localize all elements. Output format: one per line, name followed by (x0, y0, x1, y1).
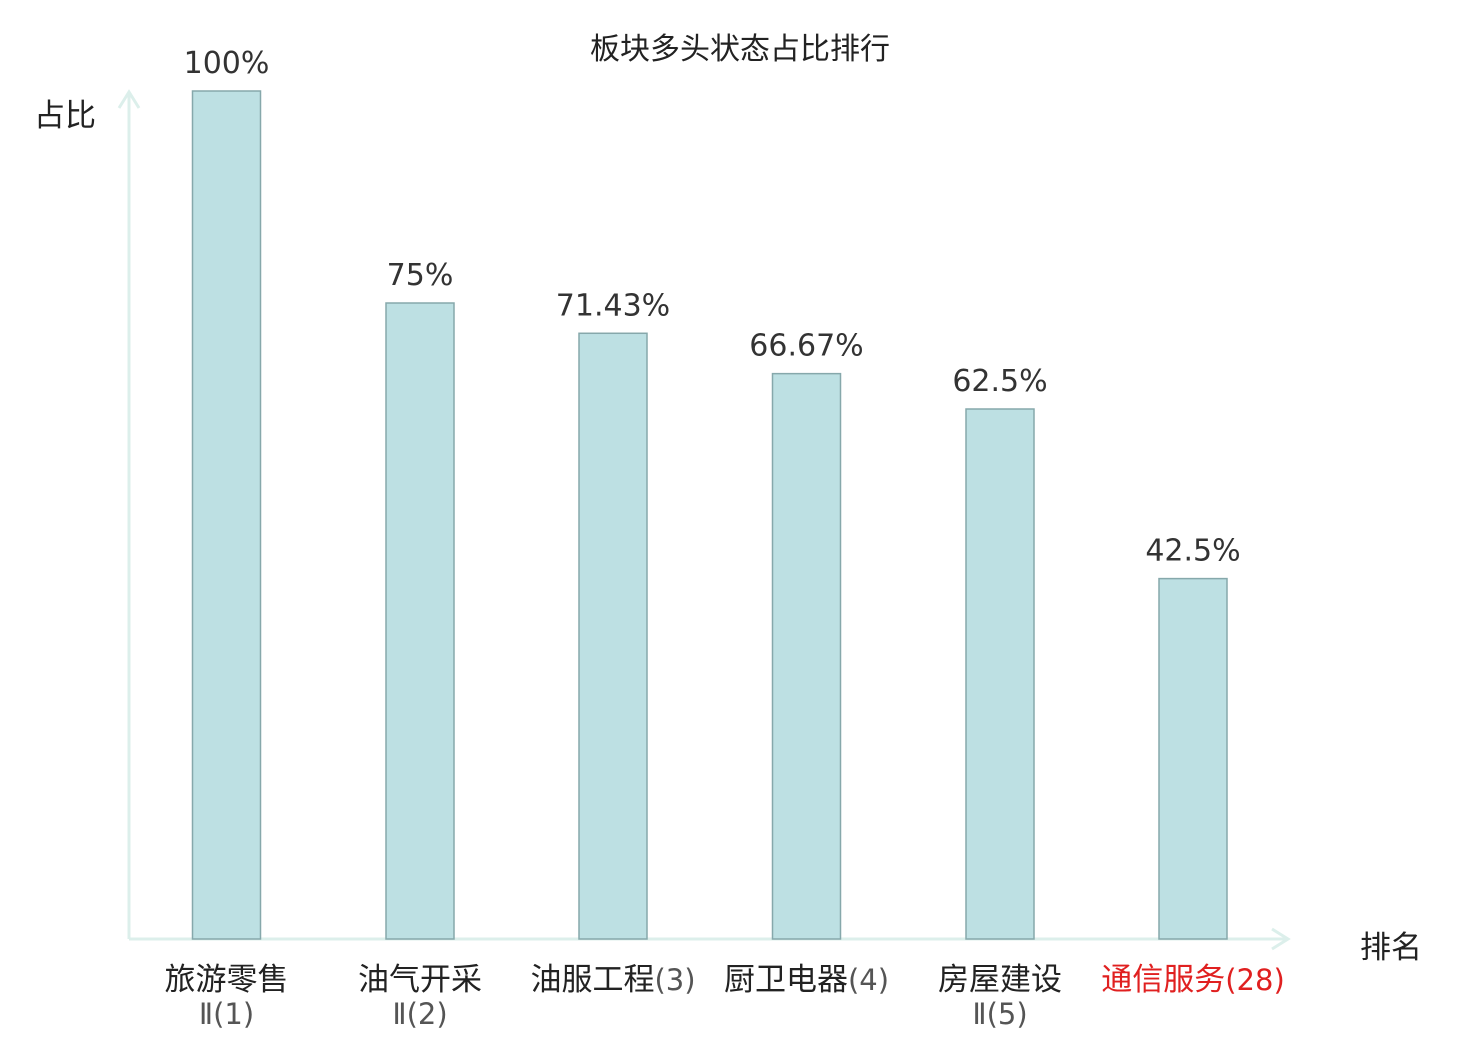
category-suffix: (3) (654, 963, 696, 997)
bar (965, 408, 1035, 940)
category-name: 厨卫电器 (723, 962, 848, 998)
category-suffix: (28) (1225, 963, 1285, 997)
x-tick-label: 房屋建设 Ⅱ(5) (900, 963, 1100, 1031)
data-label: 75% (387, 258, 454, 293)
y-axis-arrow (117, 89, 141, 109)
bar (191, 90, 262, 940)
category-name: 房屋建设 (938, 962, 1062, 998)
category-name: 油服工程 (530, 962, 655, 998)
x-tick-label: 旅游零售 Ⅱ(1) (127, 963, 327, 1031)
category-suffix: Ⅱ(2) (392, 997, 448, 1031)
x-tick-label: 通信服务(28) (1093, 963, 1293, 997)
x-tick-label: 油气开采 Ⅱ(2) (320, 963, 520, 1031)
category-name: 通信服务 (1101, 962, 1226, 998)
bar (385, 302, 455, 940)
data-label: 66.67% (749, 329, 863, 364)
bar (771, 372, 842, 940)
category-suffix: Ⅱ(1) (198, 997, 255, 1031)
x-tick-label: 油服工程(3) (513, 963, 713, 997)
x-axis-label: 排名 (1360, 930, 1422, 966)
x-tick-label: 厨卫电器(4) (707, 963, 907, 997)
data-label: 71.43% (556, 288, 670, 323)
y-axis-label: 占比 (34, 98, 96, 134)
data-label: 62.5% (952, 364, 1047, 399)
category-name: 旅游零售 (164, 962, 289, 998)
data-label: 100% (184, 46, 270, 81)
data-label: 42.5% (1145, 534, 1240, 569)
category-name: 油气开采 (358, 962, 482, 998)
chart-title: 板块多头状态占比排行 (590, 32, 890, 67)
category-suffix: Ⅱ(5) (972, 997, 1028, 1031)
x-axis-arrow (1271, 927, 1291, 951)
category-suffix: (4) (847, 963, 890, 997)
bar (1158, 577, 1228, 940)
bar (578, 332, 648, 940)
